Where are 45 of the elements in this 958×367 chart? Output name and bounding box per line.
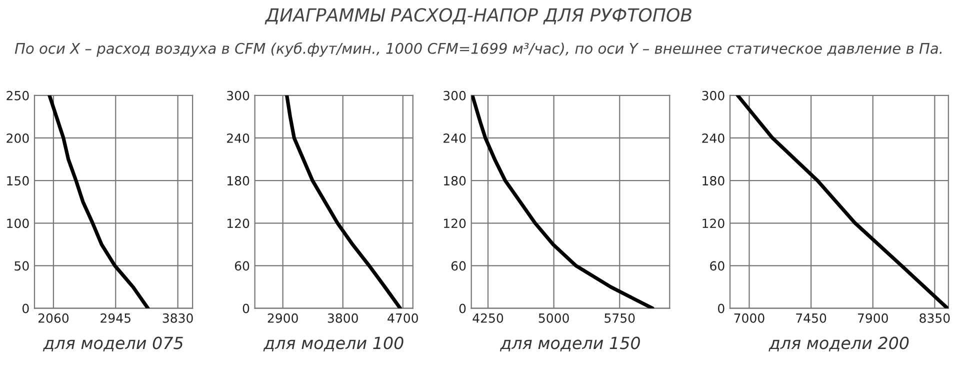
y-tick-label: 0 xyxy=(22,304,29,314)
x-tick-label: 2060 xyxy=(38,313,69,323)
x-tick-label: 4250 xyxy=(472,313,504,323)
x-axis-title: для модели 075 xyxy=(42,336,183,352)
y-tick-label: 180 xyxy=(702,176,724,186)
y-tick-label: 240 xyxy=(702,133,724,143)
y-tick-label: 120 xyxy=(702,218,724,228)
line-series xyxy=(285,95,402,308)
y-tick-label: 300 xyxy=(444,90,466,100)
chart-title: ДИАГРАММЫ РАСХОД-НАПОР ДЛЯ РУФТОПОВ xyxy=(264,8,692,24)
y-tick-label: 250 xyxy=(6,90,29,100)
x-tick-label: 3830 xyxy=(162,313,193,323)
y-tick-label: 60 xyxy=(234,261,250,271)
line-series xyxy=(48,95,150,308)
y-tick-label: 180 xyxy=(444,176,466,186)
y-tick-label: 200 xyxy=(6,133,29,143)
x-tick-label: 7000 xyxy=(734,313,764,323)
x-axis-title: для модели 150 xyxy=(500,336,640,352)
x-tick-label: 5000 xyxy=(538,313,569,323)
x-tick-label: 3800 xyxy=(328,313,358,323)
y-tick-label: 0 xyxy=(242,304,250,314)
y-tick-label: 240 xyxy=(444,133,466,143)
y-tick-label: 240 xyxy=(227,133,250,143)
y-tick-label: 150 xyxy=(7,176,29,186)
text: По оси X – расход воздуха в CFM (куб.фут/мин., 1000 CFM=1699 м³/час), по оси Y – внешнее статическое давление в Па. xyxy=(14,42,942,57)
x-tick-label: 4700 xyxy=(388,313,418,323)
x-tick-label: 5750 xyxy=(604,313,635,323)
x-tick-label: 2945 xyxy=(100,313,130,323)
y-tick-label: 300 xyxy=(702,90,724,100)
y-tick-label: 180 xyxy=(227,176,250,186)
x-axis-title: для модели 100 xyxy=(263,336,404,352)
x-tick-label: 7450 xyxy=(796,313,826,323)
y-tick-label: 0 xyxy=(459,304,466,314)
y-tick-label: 60 xyxy=(710,261,724,271)
y-tick-label: 60 xyxy=(451,261,466,271)
y-tick-label: 300 xyxy=(227,90,250,100)
x-axis-title: для модели 200 xyxy=(768,336,909,352)
x-tick-label: 2900 xyxy=(268,313,298,323)
y-tick-label: 120 xyxy=(227,218,250,228)
y-tick-label: 0 xyxy=(718,304,724,314)
y-tick-label: 50 xyxy=(14,261,29,271)
y-tick-label: 100 xyxy=(7,218,29,228)
x-tick-label: 8350 xyxy=(920,313,950,323)
x-tick-label: 7900 xyxy=(858,313,888,323)
y-tick-label: 120 xyxy=(444,218,466,228)
